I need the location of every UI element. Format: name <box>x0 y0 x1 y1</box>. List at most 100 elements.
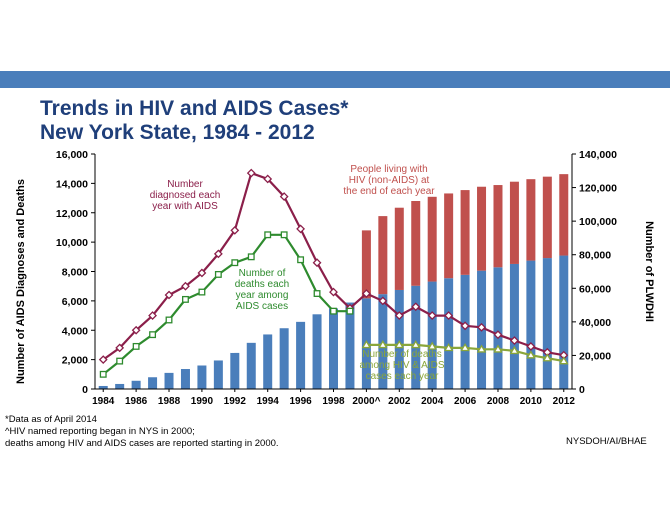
annotation-aids-deaths-line: year among <box>236 290 289 301</box>
aids-deaths-point <box>116 357 124 365</box>
aids-deaths-point <box>264 231 272 239</box>
page-title: Trends in HIV and AIDS Cases* New York S… <box>40 97 640 145</box>
aids-living-bar <box>444 278 454 389</box>
hiv-living-bar <box>378 216 388 295</box>
right-tick-label: 60,000 <box>579 283 611 295</box>
diagnosed-point <box>427 311 437 320</box>
x-tick-label: 1994 <box>257 396 280 407</box>
diagnosed-point <box>279 192 289 202</box>
hiv-living-bar <box>444 193 454 279</box>
all-deaths-point <box>509 345 520 355</box>
aids-living-bar <box>427 281 437 389</box>
hiv-living-bar <box>526 179 536 261</box>
aids-deaths-point <box>99 370 107 378</box>
annotation-aids-living-line: each year <box>192 345 237 356</box>
x-tick-label: 1988 <box>158 396 181 407</box>
source-label: NYSDOH/AI/BHAE <box>566 436 647 447</box>
left-tick-label: 6,000 <box>62 296 88 308</box>
hiv-living-bar <box>411 201 421 286</box>
diagnosed-point <box>296 224 306 234</box>
right-tick-label: 0 <box>579 384 585 396</box>
aids-deaths-point <box>247 253 255 261</box>
x-tick-label: 2006 <box>454 396 477 407</box>
x-tick-label: 2004 <box>421 396 444 407</box>
right-tick-label: 140,000 <box>579 149 617 161</box>
all-deaths-point <box>476 344 487 353</box>
diagnosed-point <box>197 268 207 278</box>
aids-living-bar <box>180 369 190 389</box>
all-deaths-point <box>427 341 437 350</box>
left-tick-label: 2,000 <box>62 355 88 367</box>
annotation-all-deaths-line: among HIV & AIDS <box>359 360 444 371</box>
aids-deaths-point <box>214 270 222 278</box>
footnotes: *Data as of April 2014 ^HIV named report… <box>5 414 279 450</box>
all-deaths-point <box>493 344 503 353</box>
aids-living-bar <box>115 383 125 389</box>
aids-deaths-point <box>132 342 140 350</box>
right-tick-label: 80,000 <box>579 250 611 262</box>
footnote-1: *Data as of April 2014 <box>5 414 97 425</box>
diagnosed-point <box>526 341 536 351</box>
x-tick-label: 2012 <box>553 396 576 407</box>
hiv-living-bar <box>559 174 569 256</box>
x-tick-label: 1992 <box>224 396 247 407</box>
diagnosed-point <box>181 281 190 291</box>
footnote-2: ^HIV named reporting began in NYS in 200… <box>5 426 195 437</box>
aids-living-bar <box>312 314 322 389</box>
all-deaths-point <box>378 340 388 349</box>
diagnosed-point <box>230 225 240 235</box>
aids-living-bar <box>509 263 519 389</box>
hiv-living-bar <box>509 181 519 264</box>
aids-living-bar <box>329 308 338 389</box>
diagnosed-point <box>98 355 108 365</box>
diagnosed-point <box>444 311 454 320</box>
aids-living-bar <box>131 380 141 389</box>
all-deaths-point <box>361 340 372 349</box>
aids-living-bar <box>460 274 470 389</box>
annotation-aids-deaths-line: deaths each <box>235 279 290 290</box>
aids-deaths-point <box>149 331 157 339</box>
annotation-hiv-living-line: People living with <box>350 164 427 175</box>
hiv-living-bar <box>427 196 437 282</box>
aids-living-bar <box>164 372 174 389</box>
annotation-all-deaths-line: cases each year <box>366 371 439 382</box>
x-tick-label: 1998 <box>322 396 345 407</box>
aids-living-bar <box>279 328 289 389</box>
all-deaths-point <box>542 353 553 362</box>
aids-living-bar <box>246 342 256 389</box>
annotation-aids-living-line: People living with <box>175 323 252 334</box>
diagnosed-point <box>394 311 404 320</box>
all-deaths-point <box>411 340 421 349</box>
hiv-living-bar <box>477 186 487 271</box>
x-tick-label: 1986 <box>125 396 148 407</box>
annotation-aids-deaths-line: AIDS cases <box>236 301 288 312</box>
diagnosed-point <box>263 174 273 184</box>
diagnosed-point <box>115 343 125 353</box>
hiv-living-bar <box>493 185 503 268</box>
aids-living-bar <box>345 302 355 389</box>
annotation-aids-living-line: AIDS at the end of <box>173 334 255 345</box>
aids-living-bar <box>263 334 273 389</box>
x-tick-label: 2000^ <box>352 396 380 407</box>
annotation-hiv-living: People living with HIV (non-AIDS) at the e… <box>343 164 435 197</box>
annotation-aids-deaths-line: Number of <box>239 268 286 279</box>
diagnosed-point <box>329 287 338 297</box>
x-tick-label: 2008 <box>487 396 510 407</box>
aids-living-bar <box>526 260 536 389</box>
diagnosed-point <box>213 249 223 259</box>
all-deaths-point <box>394 340 405 349</box>
aids-deaths-point <box>182 295 189 303</box>
y-left-axis-title: Number of AIDS Diagnoses and Deaths <box>15 179 27 384</box>
left-tick-label: 8,000 <box>62 267 88 279</box>
diagnosed-point <box>164 290 174 300</box>
left-tick-label: 10,000 <box>56 237 88 249</box>
diagnosed-point <box>148 311 157 320</box>
aids-deaths-line <box>102 233 350 376</box>
aids-living-bar <box>411 285 421 389</box>
x-tick-label: 1984 <box>92 396 115 407</box>
left-tick-label: 4,000 <box>62 325 88 337</box>
left-tick-label: 16,000 <box>56 149 88 161</box>
aids-deaths-point <box>231 259 239 267</box>
aids-living-bar <box>559 255 569 389</box>
all-deaths-point <box>443 342 454 352</box>
